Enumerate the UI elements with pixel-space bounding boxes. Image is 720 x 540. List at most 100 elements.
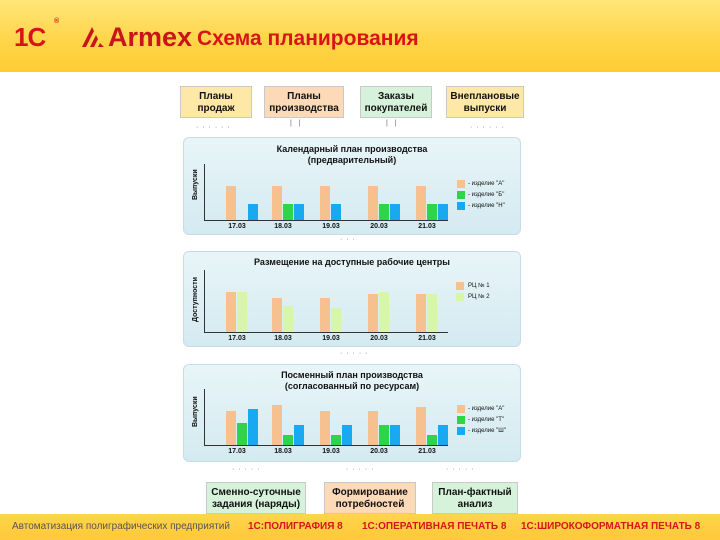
shift-plan-panel: Посменный план производства (согласованн… xyxy=(183,364,521,462)
y-axis xyxy=(204,164,205,220)
x-tick-label: 18.03 xyxy=(274,223,292,230)
legend-item: РЦ № 2 xyxy=(468,294,490,300)
legend-swatch xyxy=(456,293,464,301)
chart-bar xyxy=(416,186,426,220)
page-title: Схема планирования xyxy=(197,27,419,50)
footer-product-poligrafiya: 1С:ПОЛИГРАФИЯ 8 xyxy=(248,521,343,532)
chart-bar xyxy=(283,435,293,445)
chart-bar xyxy=(294,204,304,220)
chart-bar xyxy=(427,204,437,220)
box-shift-tasks: Сменно-суточные задания (наряды) xyxy=(206,482,306,514)
chart-bar xyxy=(368,411,378,445)
flow-arrow: | | xyxy=(290,120,302,127)
x-tick-label: 21.03 xyxy=(418,448,436,455)
chart-bar xyxy=(438,204,448,220)
panel-title: Посменный план производства (согласованн… xyxy=(184,370,520,392)
x-tick-label: 19.03 xyxy=(322,223,340,230)
panel-title-line: Размещение на доступные рабочие центры xyxy=(254,257,450,267)
chart-bar xyxy=(283,204,293,220)
chart-bar xyxy=(237,423,247,445)
panel-title-line: (согласованный по ресурсам) xyxy=(284,381,420,391)
chart-bar xyxy=(438,425,448,445)
legend-item: - изделие "Н" xyxy=(468,203,505,209)
legend-swatch xyxy=(457,202,465,210)
chart-bar xyxy=(368,294,378,332)
chart-bar xyxy=(237,292,247,332)
box-line: производства xyxy=(269,103,339,114)
panel-title-line: Посменный план производства xyxy=(281,370,423,380)
logo-1c: 1С ® xyxy=(14,18,59,52)
x-axis xyxy=(204,220,448,221)
legend-item: РЦ № 1 xyxy=(468,283,490,289)
chart-bar xyxy=(427,435,437,445)
y-axis-label: Доступности xyxy=(192,277,199,322)
panel-title-line: Календарный план производства xyxy=(276,144,428,154)
x-tick-label: 19.03 xyxy=(322,448,340,455)
chart-bar xyxy=(379,425,389,445)
y-axis-label: Выпуски xyxy=(192,396,199,427)
y-axis xyxy=(204,389,205,445)
box-line: Сменно-суточные xyxy=(211,487,301,498)
box-line: Внеплановые xyxy=(450,91,520,102)
box-line: Заказы xyxy=(377,91,415,102)
chart-bar xyxy=(379,292,389,332)
chart-bar xyxy=(379,204,389,220)
x-tick-label: 17.03 xyxy=(228,335,246,342)
chart-bar xyxy=(226,411,236,445)
flow-arrow: · · · · · xyxy=(340,350,369,357)
flow-arrow: · · · · · · xyxy=(470,124,505,131)
chart-bar xyxy=(390,425,400,445)
box-unplanned-releases: Внеплановые выпуски xyxy=(446,86,524,118)
x-tick-label: 18.03 xyxy=(274,448,292,455)
box-line: Планы xyxy=(199,91,233,102)
box-line: План-фактный xyxy=(438,487,512,498)
workcenter-allocation-panel: Размещение на доступные рабочие центры Д… xyxy=(183,251,521,347)
panel-title: Календарный план производства (предварит… xyxy=(184,144,520,166)
x-tick-label: 21.03 xyxy=(418,223,436,230)
footer-product-shirokoformatnaya: 1С:ШИРОКОФОРМАТНАЯ ПЕЧАТЬ 8 xyxy=(521,521,701,532)
legend-item: - изделие "А" xyxy=(468,181,505,187)
chart-bar xyxy=(272,186,282,220)
legend-swatch xyxy=(457,405,465,413)
legend-item: - изделие "Ш" xyxy=(468,428,506,434)
x-tick-label: 20.03 xyxy=(370,335,388,342)
armex-logo-icon xyxy=(82,27,104,47)
box-line: потребностей xyxy=(335,499,405,510)
box-plan-fact-analysis: План-фактный анализ xyxy=(432,482,518,514)
chart-bar xyxy=(283,306,293,332)
box-line: задания (наряды) xyxy=(211,499,301,510)
box-production-plans: Планы производства xyxy=(264,86,344,118)
footer-tagline: Автоматизация полиграфических предприяти… xyxy=(12,521,230,532)
legend-swatch xyxy=(457,427,465,435)
header-bar: 1С ® Armex Схема планирования xyxy=(0,0,720,72)
x-tick-label: 20.03 xyxy=(370,223,388,230)
legend-item: - изделие "Б" xyxy=(468,192,505,198)
chart-bar xyxy=(272,405,282,445)
panel-title-line: (предварительный) xyxy=(307,155,397,165)
x-tick-label: 17.03 xyxy=(228,223,246,230)
box-customer-orders: Заказы покупателей xyxy=(360,86,432,118)
box-requirements: Формирование потребностей xyxy=(324,482,416,514)
flow-arrow: · · · · · xyxy=(446,466,475,473)
box-line: Планы xyxy=(287,91,321,102)
chart-bar xyxy=(226,292,236,332)
y-axis-label: Выпуски xyxy=(192,169,199,200)
chart-bar xyxy=(226,186,236,220)
footer-product-operativnaya: 1С:ОПЕРАТИВНАЯ ПЕЧАТЬ 8 xyxy=(362,521,507,532)
chart-bar xyxy=(427,294,437,332)
chart-bar xyxy=(331,204,341,220)
flow-arrow: · · · xyxy=(340,236,356,243)
legend-swatch xyxy=(457,416,465,424)
chart-bar xyxy=(342,425,352,445)
chart-bar xyxy=(272,298,282,332)
chart-bar xyxy=(248,409,258,445)
x-tick-label: 19.03 xyxy=(322,335,340,342)
legend-item: - изделие "Т" xyxy=(468,417,505,423)
box-line: анализ xyxy=(457,499,493,510)
flow-arrow: · · · · · xyxy=(346,466,375,473)
chart-bar xyxy=(390,204,400,220)
x-tick-label: 20.03 xyxy=(370,448,388,455)
box-line: покупателей xyxy=(364,103,428,114)
chart-bar xyxy=(294,425,304,445)
x-axis xyxy=(204,332,448,333)
